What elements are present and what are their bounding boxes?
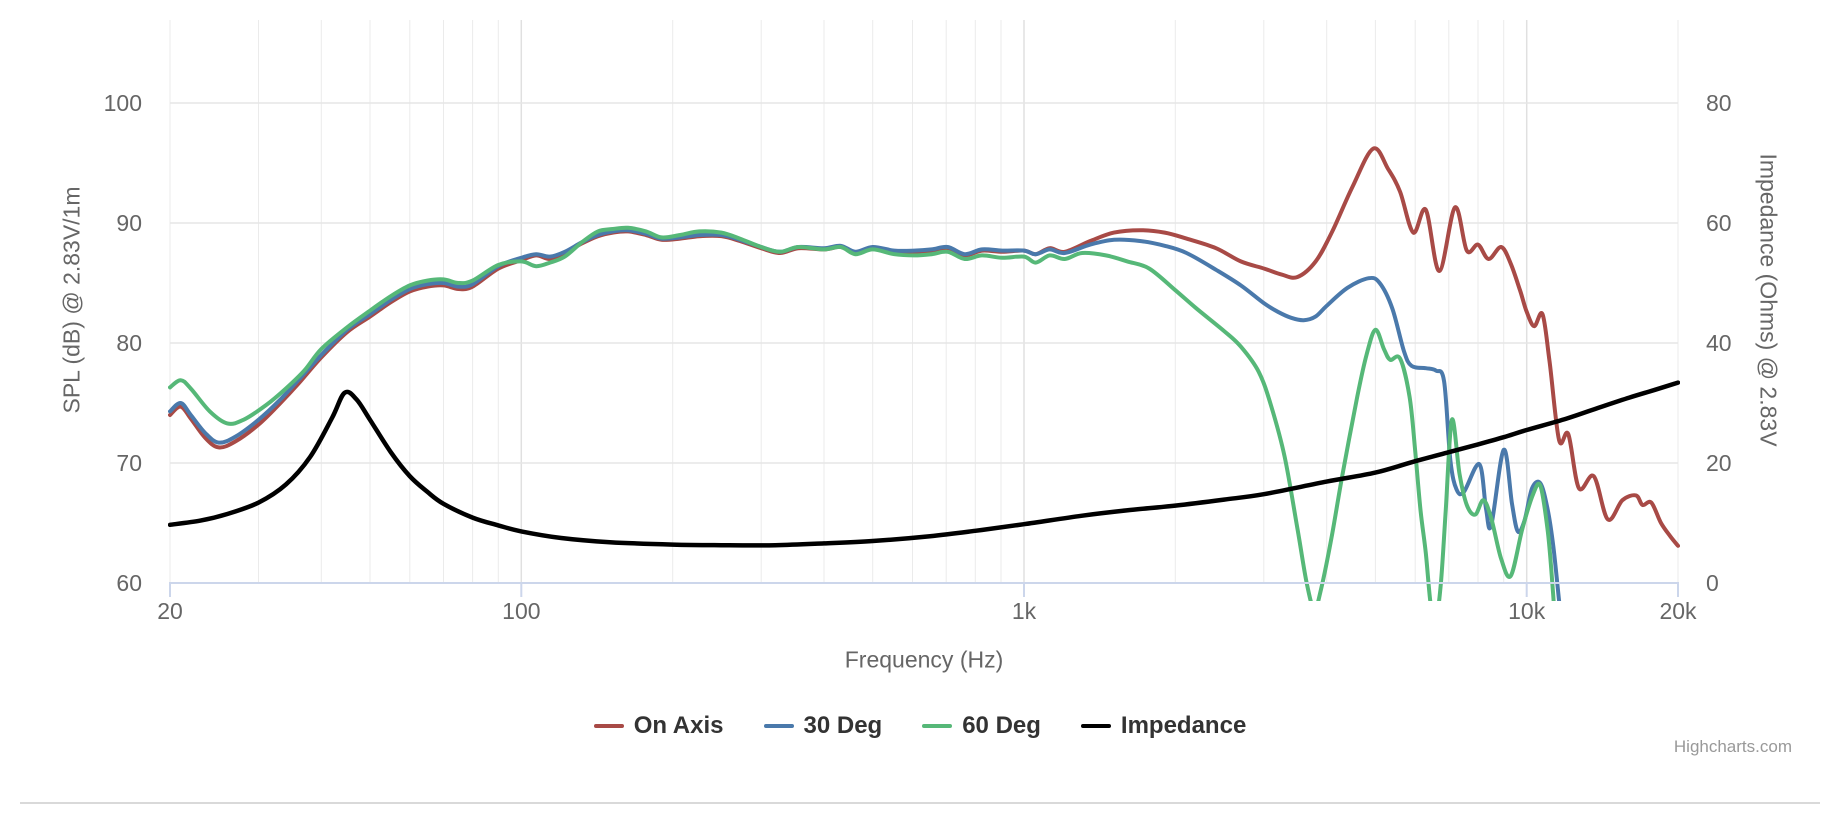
frequency-tick-20k: 20k	[1659, 598, 1697, 624]
legend-item-impedance[interactable]: Impedance	[1080, 712, 1247, 739]
chart-legend: On Axis 30 Deg 60 Deg Impedance	[0, 709, 1840, 743]
frequency-tick-1k: 1k	[1011, 598, 1037, 624]
impedance-tick-0: 0	[1706, 570, 1719, 596]
frequency-axis-title: Frequency (Hz)	[844, 646, 1004, 673]
impedance-tick-80: 80	[1706, 90, 1732, 116]
spl-tick-100: 100	[103, 90, 142, 116]
spl-tick-80: 80	[116, 330, 142, 356]
spl-axis-title: SPL (dB) @ 2.83V/1m	[58, 186, 85, 414]
impedance-tick-20: 20	[1706, 450, 1732, 476]
frequency-tick-10k: 10k	[1508, 598, 1546, 624]
series-line-30-deg	[168, 228, 1562, 601]
legend-marker-on-axis	[593, 724, 624, 728]
legend-label: 30 Deg	[803, 712, 883, 739]
series-line-impedance	[168, 380, 1680, 548]
legend-item-30-deg[interactable]: 30 Deg	[763, 712, 883, 739]
impedance-tick-60: 60	[1706, 210, 1732, 236]
series-line-60-deg	[168, 225, 1556, 601]
legend-label: On Axis	[633, 712, 724, 739]
impedance-axis-title: Impedance (Ohms) @ 2.83V	[1755, 153, 1782, 447]
frequency-tick-100: 100	[502, 598, 541, 624]
legend-marker-60-deg	[922, 724, 953, 728]
legend-item-on-axis[interactable]: On Axis	[593, 712, 724, 739]
spl-tick-90: 90	[116, 210, 142, 236]
legend-label: Impedance	[1120, 712, 1247, 739]
highcharts-credits-link[interactable]: Highcharts.com	[1673, 737, 1792, 756]
legend-item-60-deg[interactable]: 60 Deg	[922, 714, 1041, 738]
bottom-divider	[20, 802, 1820, 804]
legend-marker-30-deg	[763, 724, 794, 728]
spl-tick-70: 70	[116, 450, 142, 476]
legend-marker-impedance	[1080, 724, 1111, 728]
legend-label: 60 Deg	[962, 712, 1041, 739]
series-line-on-axis	[168, 146, 1680, 548]
impedance-tick-40: 40	[1706, 330, 1732, 356]
frequency-tick-20: 20	[157, 598, 183, 624]
spl-tick-60: 60	[116, 570, 142, 596]
